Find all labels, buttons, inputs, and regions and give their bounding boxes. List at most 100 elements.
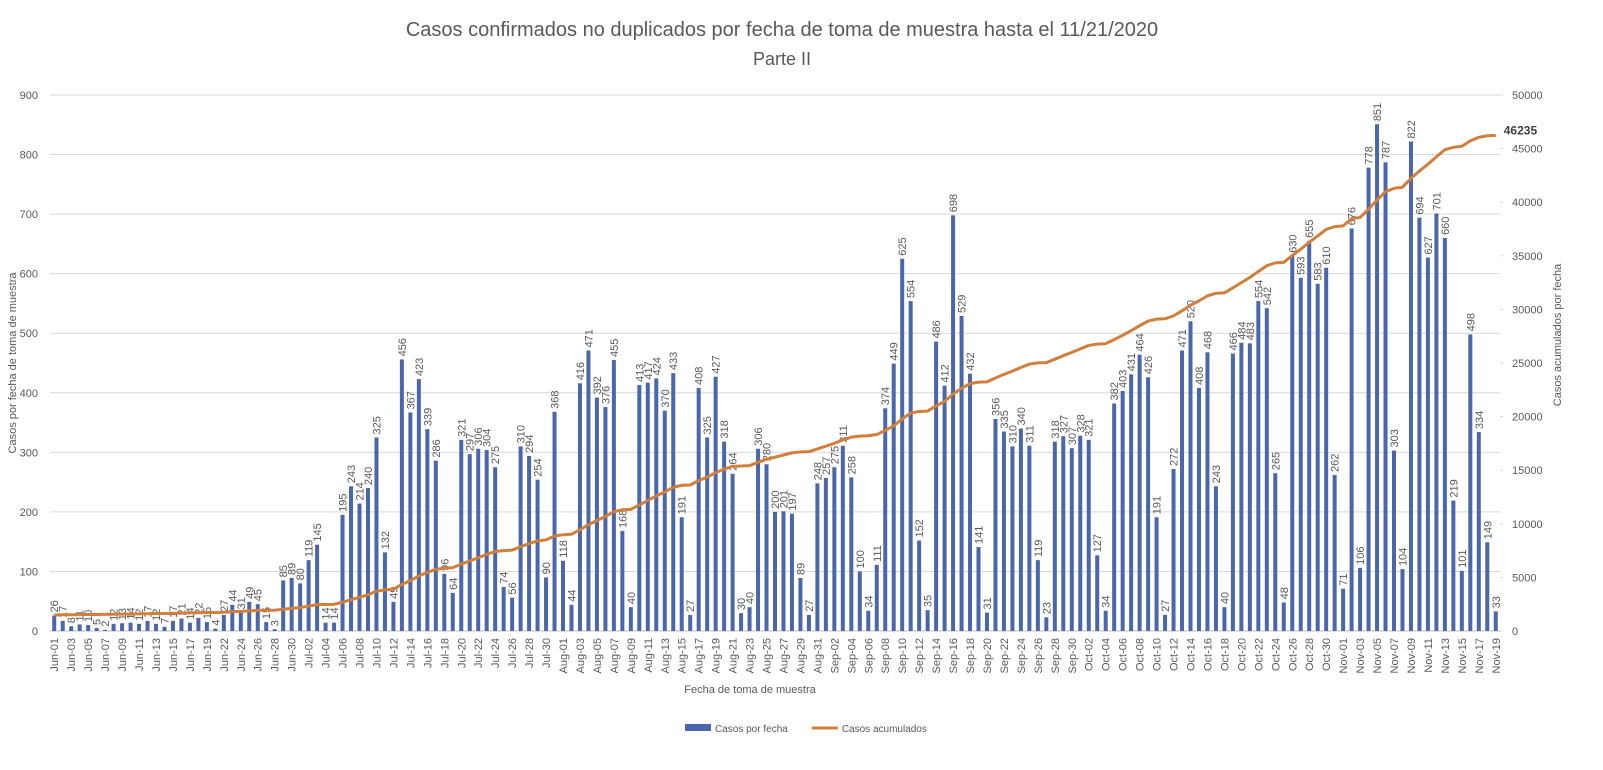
data-label: 265 — [1270, 452, 1282, 470]
x-tick-label: Aug-03 — [575, 638, 587, 673]
x-axis-title: Fecha de toma de muestra — [684, 684, 816, 696]
bar — [86, 625, 91, 631]
data-label: 486 — [931, 320, 943, 338]
data-label: 630 — [1287, 234, 1299, 252]
bar — [1459, 570, 1464, 631]
x-tick-label: Nov-19 — [1491, 638, 1503, 673]
bar — [1205, 352, 1210, 631]
bar — [510, 597, 515, 631]
data-label: 40 — [745, 592, 757, 604]
bar — [111, 623, 116, 631]
x-tick-label: Jun-26 — [253, 638, 265, 672]
y2-tick-label: 20000 — [1512, 412, 1543, 424]
bar — [908, 301, 913, 631]
legend-label: Casos acumulados — [842, 724, 927, 735]
x-tick-label: Oct-02 — [1084, 638, 1096, 671]
data-label: 403 — [1118, 370, 1130, 388]
data-label: 71 — [1338, 573, 1350, 585]
data-label: 243 — [346, 465, 358, 483]
y-tick-label: 400 — [20, 388, 38, 400]
x-tick-label: Jul-06 — [338, 638, 350, 668]
data-label: 48 — [1279, 587, 1291, 599]
data-label: 554 — [1253, 280, 1265, 298]
y2-axis-title: Casos acumulados por fecha — [1552, 263, 1564, 406]
data-label: 191 — [1152, 496, 1164, 514]
bar — [637, 385, 642, 631]
data-label: 464 — [1135, 333, 1147, 351]
bar — [866, 610, 871, 631]
bar — [535, 479, 540, 631]
bar — [1434, 213, 1439, 631]
x-tick-label: Sep-10 — [897, 638, 909, 673]
bar — [815, 483, 820, 631]
bar — [773, 511, 777, 631]
data-label: 413 — [634, 364, 646, 382]
x-tick-label: Jun-01 — [49, 638, 61, 672]
bar — [713, 376, 718, 631]
x-tick-label: Jun-11 — [134, 638, 146, 671]
data-label: 243 — [1211, 465, 1223, 483]
x-tick-label: Sep-14 — [931, 638, 943, 673]
bar — [1018, 428, 1023, 631]
y-axis-title: Casos por fecha de toma de muestra — [7, 272, 19, 454]
x-tick-label: Jul-02 — [304, 638, 316, 668]
data-label: 286 — [431, 439, 443, 457]
y-tick-label: 900 — [20, 90, 38, 102]
data-label: 468 — [1202, 331, 1214, 349]
x-tick-label: Sep-12 — [914, 638, 926, 673]
bar — [187, 622, 192, 631]
bar — [561, 560, 566, 631]
x-tick-label: Sep-30 — [1067, 638, 1079, 673]
bar — [1239, 342, 1244, 631]
bar — [883, 408, 888, 631]
bar — [501, 586, 506, 631]
bar — [247, 601, 252, 631]
bar — [60, 620, 65, 631]
data-label: 40 — [1219, 592, 1231, 604]
x-tick-label: Aug-27 — [778, 638, 790, 673]
y2-tick-label: 50000 — [1512, 90, 1543, 102]
data-label: 427 — [711, 355, 723, 373]
bar — [179, 618, 184, 631]
data-label: 44 — [227, 590, 239, 602]
bar — [544, 577, 549, 631]
data-label: 195 — [338, 494, 350, 512]
bar — [433, 460, 438, 631]
x-tick-label: Sep-20 — [982, 638, 994, 673]
bar — [476, 448, 481, 631]
bar — [1273, 473, 1278, 631]
bar — [221, 614, 226, 631]
x-tick-label: Sep-04 — [846, 638, 858, 673]
bar — [1120, 390, 1125, 631]
bar — [1375, 124, 1380, 631]
line — [54, 133, 1496, 617]
data-label: 554 — [906, 280, 918, 298]
data-label: 23 — [1041, 602, 1053, 614]
data-label: 392 — [592, 376, 604, 394]
bar — [1061, 436, 1066, 631]
data-label: 168 — [617, 510, 629, 528]
data-label: 432 — [965, 352, 977, 370]
x-tick-label: Oct-14 — [1185, 638, 1197, 671]
bar — [1154, 517, 1159, 631]
line-end-label: 46235 — [1504, 123, 1538, 137]
data-label: 89 — [795, 563, 807, 575]
bar — [281, 580, 286, 631]
bar — [137, 623, 142, 631]
data-label: 382 — [1109, 382, 1121, 400]
bar — [1078, 435, 1083, 631]
data-label: 5 — [92, 619, 104, 625]
data-label: 416 — [575, 362, 587, 380]
bar — [264, 622, 269, 631]
bar — [1171, 469, 1176, 631]
data-label: 90 — [541, 562, 553, 574]
bar — [1035, 560, 1040, 631]
data-label: 275 — [829, 446, 841, 464]
bar — [484, 449, 489, 631]
x-tick-label: Jun-05 — [83, 638, 95, 672]
data-label: 625 — [897, 237, 909, 255]
bar — [365, 488, 370, 631]
bar — [900, 258, 905, 631]
bar — [1408, 141, 1413, 631]
bar — [1112, 403, 1117, 631]
